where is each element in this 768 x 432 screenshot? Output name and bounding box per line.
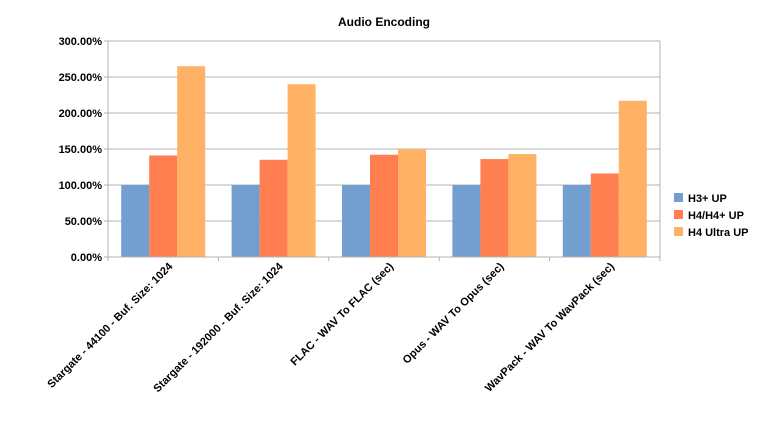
bars (121, 66, 647, 257)
legend: H3+ UP H4/H4+ UP H4 Ultra UP (674, 193, 749, 239)
y-tick-label: 300.00% (59, 36, 103, 48)
bar (590, 173, 619, 257)
y-tick-label: 0.00% (71, 252, 102, 264)
legend-swatch (674, 227, 683, 236)
bar (508, 154, 537, 257)
legend-label: H4 Ultra UP (688, 227, 749, 239)
axes (104, 40, 661, 261)
legend-label: H4/H4+ UP (688, 210, 744, 222)
legend-label: H3+ UP (688, 193, 727, 205)
bar (480, 159, 509, 257)
bar (177, 66, 206, 257)
bar (618, 100, 647, 257)
bar (231, 185, 260, 257)
x-tick-label: Stargate - 44100 - Buf. Size: 1024 (45, 260, 176, 391)
bar (452, 185, 481, 257)
bar (259, 159, 288, 257)
bar (398, 149, 426, 257)
y-axis-ticks: 0.00% 50.00% 100.00% 150.00% 200.00% 250.00% 3… (59, 36, 103, 264)
bar (342, 185, 370, 257)
chart-title: Audio Encoding (338, 15, 430, 29)
legend-swatch (674, 210, 683, 219)
y-tick-label: 100.00% (59, 180, 103, 192)
x-tick-label: WavPack - WAV To WavPack (sec) (483, 260, 617, 394)
x-tick-label: Stargate - 192000 - Buf. Size: 1024 (151, 260, 286, 395)
bar (562, 185, 591, 257)
bar (370, 154, 398, 257)
y-tick-label: 250.00% (59, 72, 103, 84)
y-tick-label: 50.00% (65, 216, 103, 228)
x-tick-label: FLAC - WAV To FLAC (sec) (289, 260, 397, 368)
y-tick-label: 200.00% (59, 108, 103, 120)
bar (287, 84, 316, 257)
bar (121, 185, 150, 257)
y-tick-label: 150.00% (59, 144, 103, 156)
x-axis-ticks: Stargate - 44100 - Buf. Size: 1024Starga… (45, 260, 617, 395)
bar (149, 155, 178, 257)
x-tick-label: Opus - WAV To Opus (sec) (401, 260, 507, 366)
legend-swatch (674, 193, 683, 202)
